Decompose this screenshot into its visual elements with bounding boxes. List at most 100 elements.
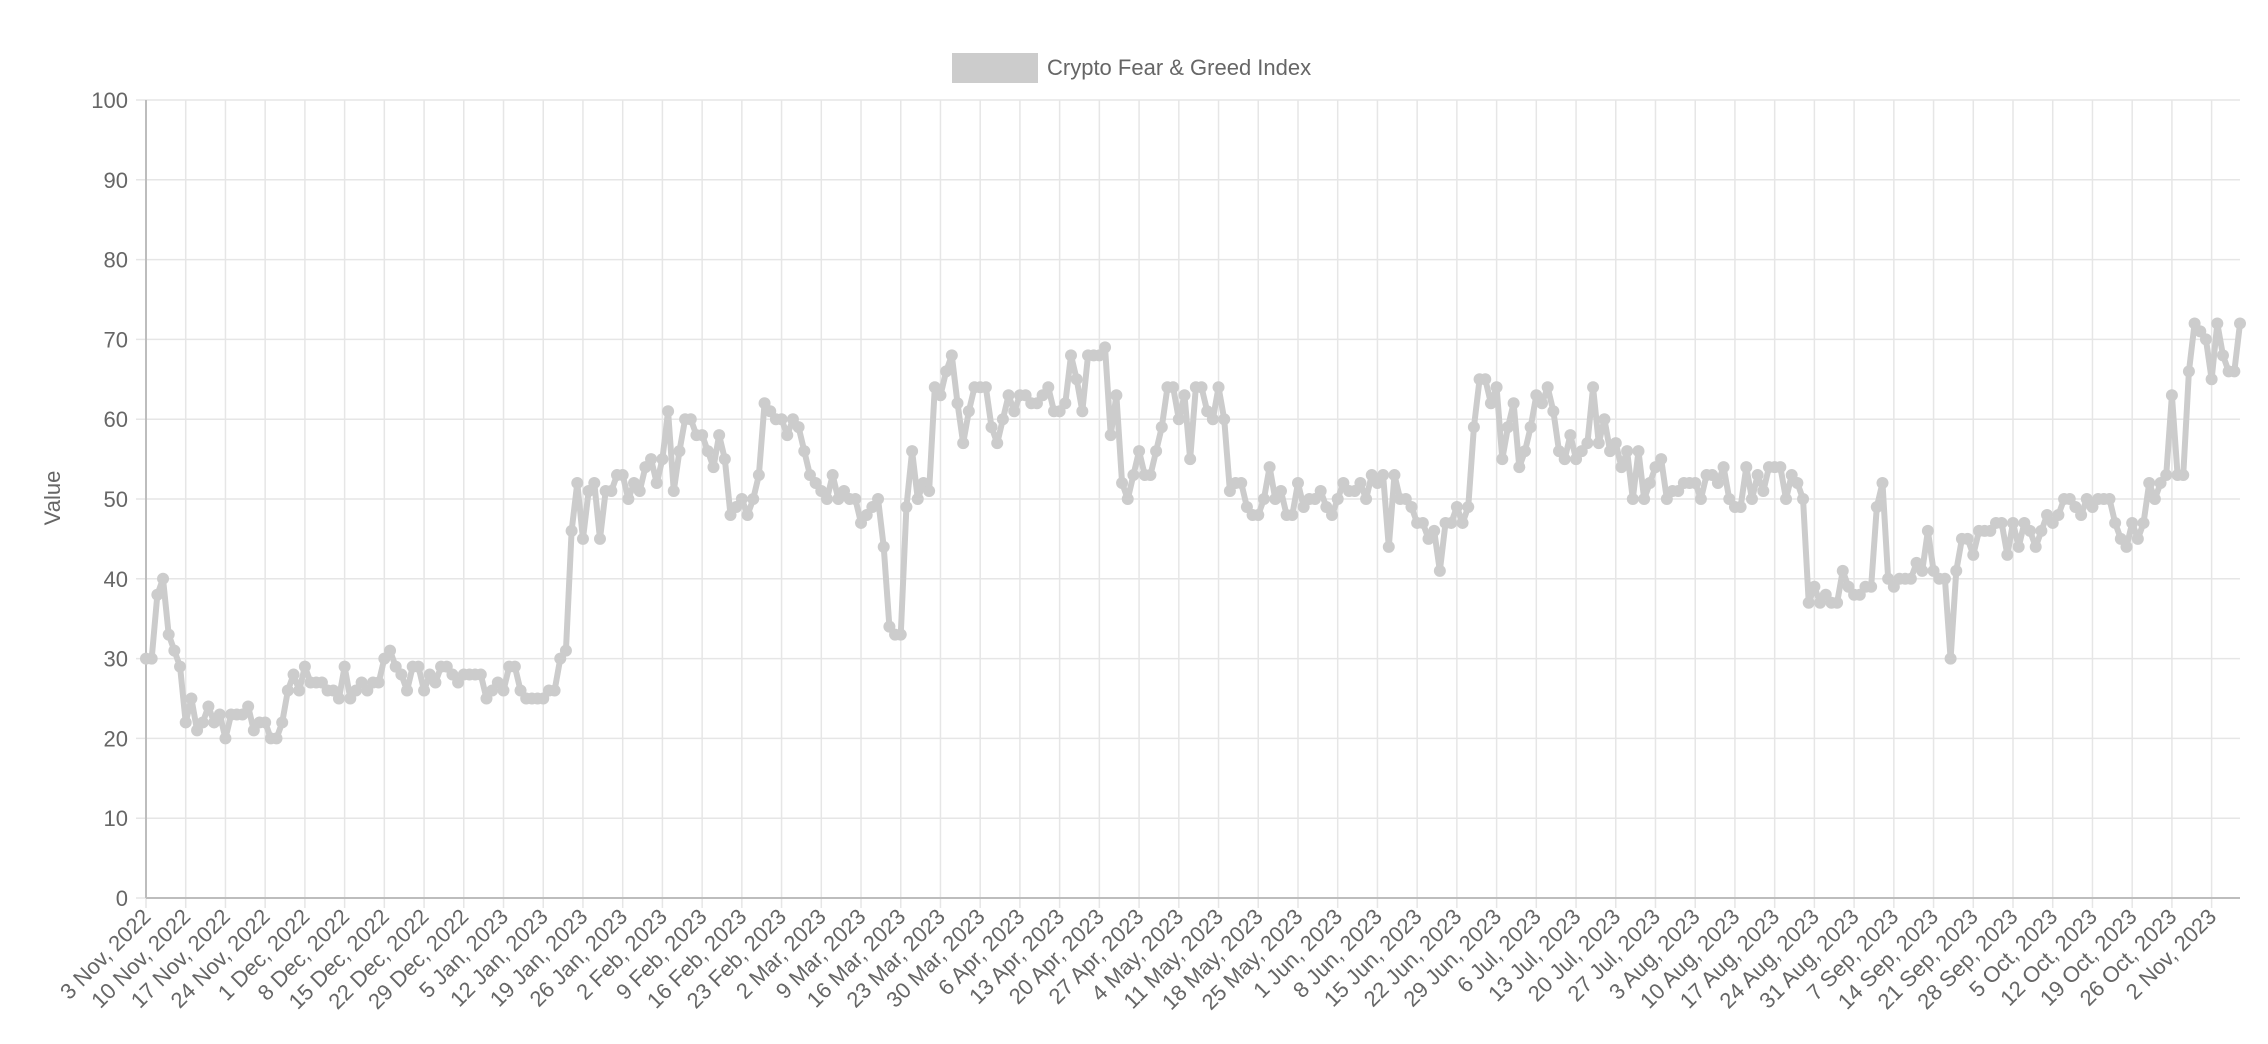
data-point[interactable]	[384, 644, 397, 657]
data-point[interactable]	[752, 469, 765, 482]
data-point[interactable]	[1694, 493, 1707, 505]
data-point[interactable]	[2120, 540, 2133, 553]
data-point[interactable]	[1797, 493, 1810, 505]
data-point[interactable]	[957, 437, 970, 450]
data-point[interactable]	[2216, 349, 2229, 362]
data-point[interactable]	[934, 389, 947, 402]
data-point[interactable]	[412, 660, 425, 673]
data-point[interactable]	[1564, 429, 1577, 442]
data-point[interactable]	[162, 628, 175, 641]
data-point[interactable]	[1961, 532, 1974, 545]
data-point[interactable]	[1456, 516, 1469, 529]
data-point[interactable]	[1450, 500, 1463, 513]
data-point[interactable]	[1144, 469, 1157, 482]
data-point[interactable]	[1076, 405, 1089, 418]
data-point[interactable]	[1598, 413, 1611, 426]
data-point[interactable]	[1099, 341, 1112, 354]
data-point[interactable]	[593, 532, 606, 545]
data-point[interactable]	[718, 453, 731, 466]
data-point[interactable]	[1064, 349, 1077, 362]
data-point[interactable]	[940, 365, 953, 378]
data-point[interactable]	[418, 684, 431, 697]
data-point[interactable]	[2029, 540, 2042, 553]
data-point[interactable]	[2228, 365, 2241, 378]
data-point[interactable]	[1484, 397, 1497, 410]
data-point[interactable]	[2148, 493, 2161, 505]
data-point[interactable]	[2234, 317, 2246, 330]
data-point[interactable]	[174, 660, 187, 673]
data-point[interactable]	[900, 500, 913, 513]
data-point[interactable]	[1121, 493, 1134, 505]
data-point[interactable]	[270, 732, 283, 745]
data-point[interactable]	[1070, 373, 1083, 386]
data-point[interactable]	[332, 692, 345, 705]
data-point[interactable]	[1291, 477, 1304, 490]
data-point[interactable]	[1655, 453, 1668, 466]
data-point[interactable]	[1388, 469, 1401, 482]
data-point[interactable]	[1513, 461, 1526, 474]
data-point[interactable]	[1235, 477, 1248, 490]
data-point[interactable]	[798, 445, 811, 458]
data-point[interactable]	[645, 453, 658, 466]
data-point[interactable]	[1587, 381, 1600, 394]
data-point[interactable]	[1218, 413, 1231, 426]
data-point[interactable]	[1757, 485, 1770, 498]
data-point[interactable]	[713, 429, 726, 442]
data-point[interactable]	[747, 493, 760, 505]
data-point[interactable]	[1496, 453, 1509, 466]
data-point[interactable]	[281, 684, 294, 697]
data-point[interactable]	[951, 397, 964, 410]
data-point[interactable]	[1808, 580, 1821, 593]
data-point[interactable]	[1626, 493, 1639, 505]
data-point[interactable]	[2177, 469, 2190, 482]
data-point[interactable]	[1008, 405, 1021, 418]
data-point[interactable]	[2143, 477, 2156, 490]
data-point[interactable]	[894, 628, 907, 641]
data-point[interactable]	[2007, 516, 2020, 529]
data-point[interactable]	[662, 405, 675, 418]
data-point[interactable]	[213, 708, 226, 721]
data-point[interactable]	[1467, 421, 1480, 434]
data-point[interactable]	[372, 676, 385, 689]
data-point[interactable]	[1547, 405, 1560, 418]
data-point[interactable]	[1377, 469, 1390, 482]
data-point[interactable]	[2024, 524, 2037, 537]
data-point[interactable]	[2103, 493, 2116, 505]
data-point[interactable]	[650, 477, 663, 490]
data-point[interactable]	[1195, 381, 1208, 394]
data-point[interactable]	[497, 684, 510, 697]
data-point[interactable]	[474, 668, 487, 681]
data-point[interactable]	[1167, 381, 1180, 394]
data-point[interactable]	[571, 477, 584, 490]
data-point[interactable]	[338, 660, 351, 673]
data-point[interactable]	[877, 540, 890, 553]
data-point[interactable]	[1791, 477, 1804, 490]
data-point[interactable]	[395, 668, 408, 681]
data-point[interactable]	[1059, 397, 1072, 410]
data-point[interactable]	[1615, 461, 1628, 474]
data-point[interactable]	[1274, 485, 1287, 498]
data-point[interactable]	[741, 508, 754, 521]
data-point[interactable]	[1433, 564, 1446, 577]
data-point[interactable]	[168, 644, 181, 657]
data-point[interactable]	[1042, 381, 1055, 394]
data-point[interactable]	[151, 588, 164, 601]
data-point[interactable]	[1354, 477, 1367, 490]
data-point[interactable]	[1592, 437, 1605, 450]
data-point[interactable]	[656, 453, 669, 466]
data-point[interactable]	[1638, 493, 1651, 505]
data-point[interactable]	[429, 676, 442, 689]
data-point[interactable]	[1689, 477, 1702, 490]
data-point[interactable]	[945, 349, 958, 362]
data-point[interactable]	[1212, 381, 1225, 394]
data-point[interactable]	[633, 485, 646, 498]
data-point[interactable]	[849, 493, 862, 505]
data-point[interactable]	[1257, 493, 1270, 505]
data-point[interactable]	[1876, 477, 1889, 490]
data-point[interactable]	[1865, 580, 1878, 593]
data-point[interactable]	[1382, 540, 1395, 553]
data-point[interactable]	[1621, 445, 1634, 458]
data-point[interactable]	[1734, 500, 1747, 513]
data-point[interactable]	[2035, 524, 2048, 537]
data-point[interactable]	[276, 716, 289, 729]
